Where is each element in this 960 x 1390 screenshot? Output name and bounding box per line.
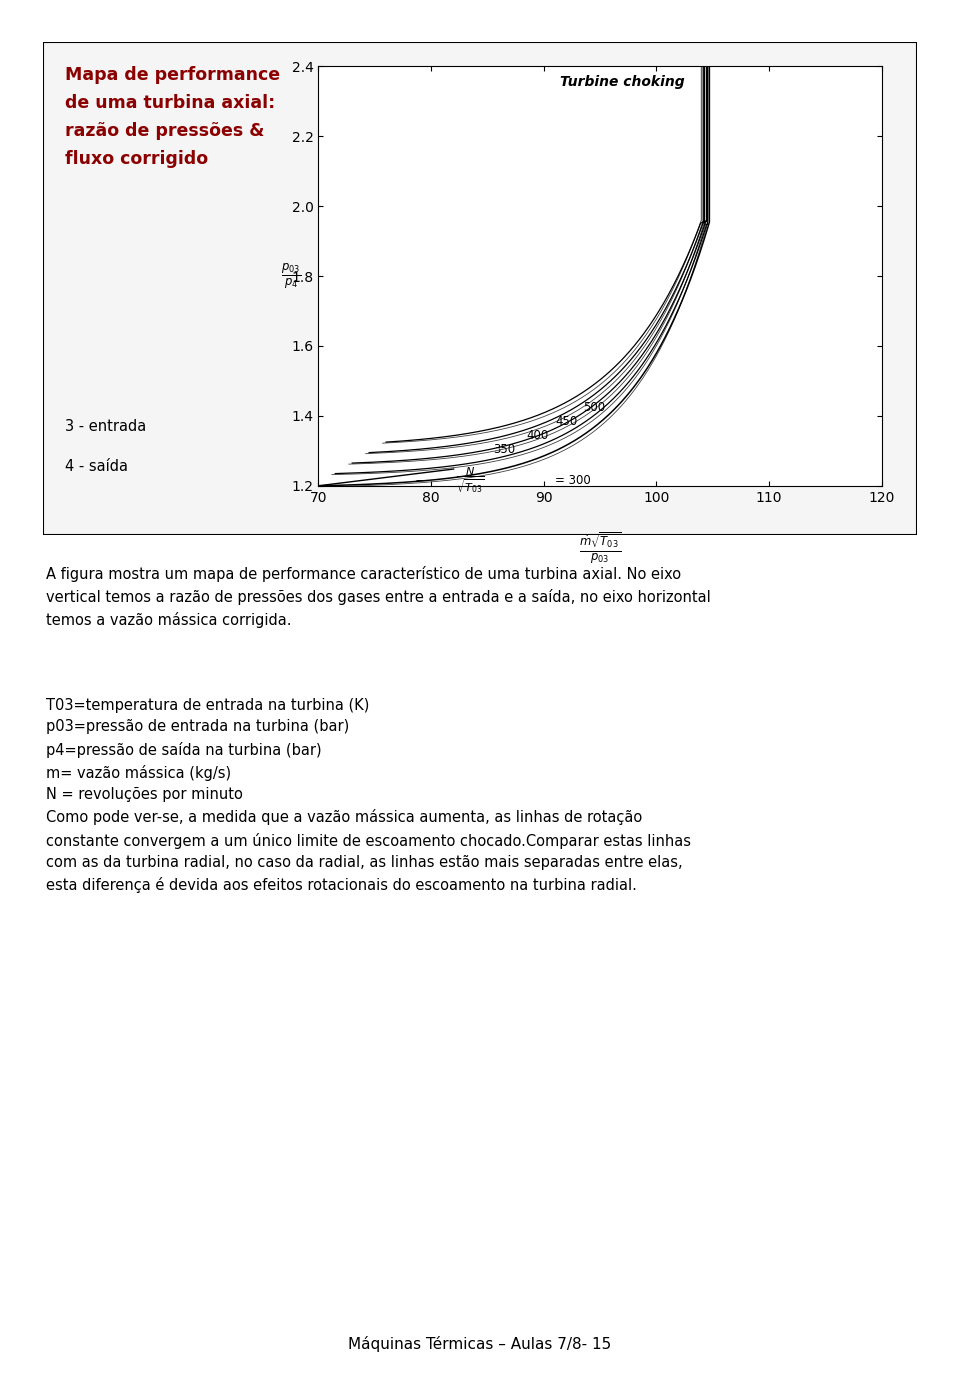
Text: 4 - saída: 4 - saída [65, 459, 128, 474]
Text: $\frac{\dot{m}\sqrt{T_{03}}}{p_{03}}$: $\frac{\dot{m}\sqrt{T_{03}}}{p_{03}}$ [579, 531, 621, 566]
Text: = 300: = 300 [555, 474, 590, 486]
Text: 350: 350 [493, 443, 516, 456]
Text: Turbine choking: Turbine choking [561, 75, 685, 89]
Text: A figura mostra um mapa de performance característico de uma turbina axial. No e: A figura mostra um mapa de performance c… [46, 566, 710, 628]
Text: 500: 500 [584, 402, 606, 414]
Text: 400: 400 [527, 430, 549, 442]
Text: 3 - entrada: 3 - entrada [65, 420, 146, 434]
Text: $\dfrac{N}{\sqrt{T_{03}}}$: $\dfrac{N}{\sqrt{T_{03}}}$ [456, 466, 485, 495]
Text: Mapa de performance
de uma turbina axial:
razão de pressões &
fluxo corrigido: Mapa de performance de uma turbina axial… [65, 67, 280, 168]
Text: T03=temperatura de entrada na turbina (K)
p03=pressão de entrada na turbina (bar: T03=temperatura de entrada na turbina (K… [46, 698, 691, 894]
Text: $\frac{p_{03}}{p_4}$: $\frac{p_{03}}{p_4}$ [281, 261, 301, 291]
Text: 450: 450 [555, 416, 577, 428]
Text: Máquinas Térmicas – Aulas 7/8- 15: Máquinas Térmicas – Aulas 7/8- 15 [348, 1336, 612, 1352]
